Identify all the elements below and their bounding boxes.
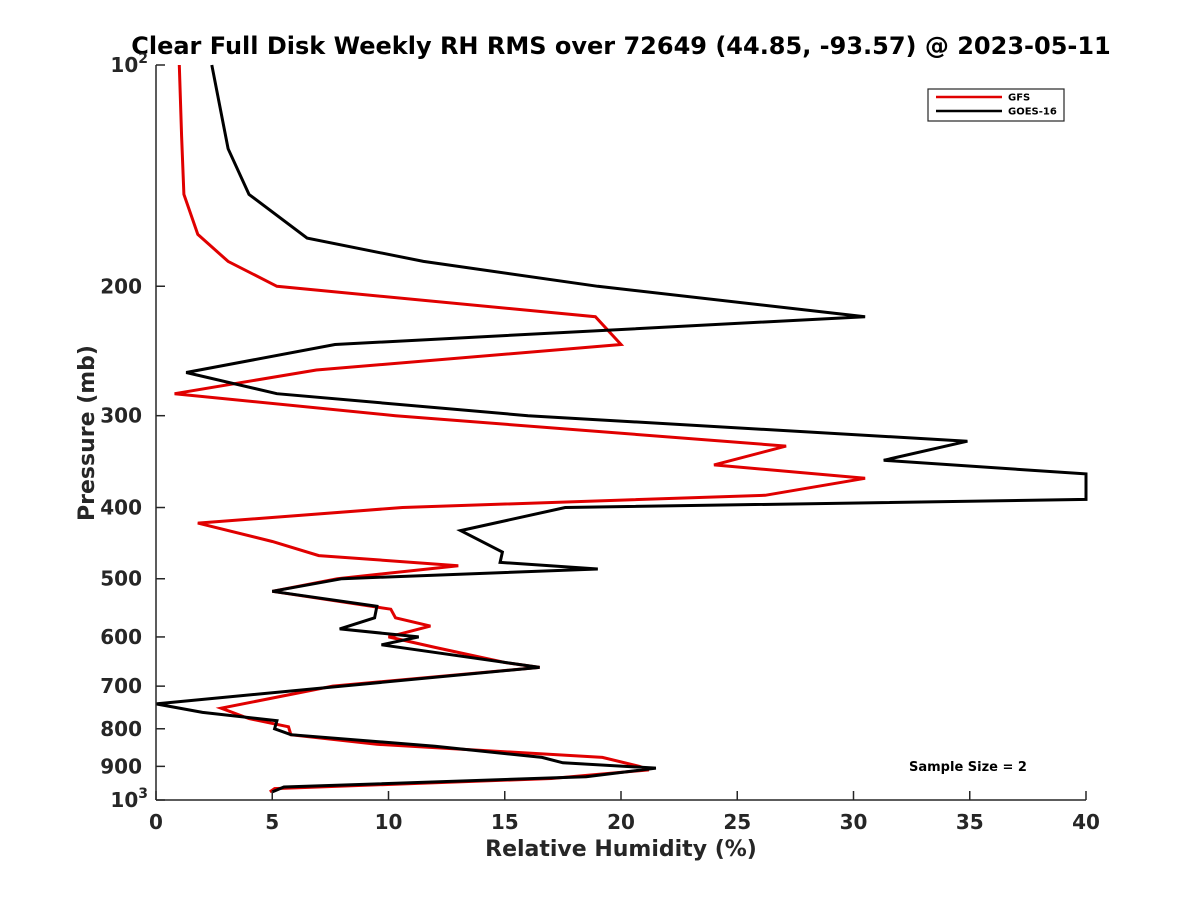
- y-tick-label: 500: [100, 567, 142, 591]
- legend: GFS GOES-16: [927, 88, 1065, 122]
- y-tick-base: 10: [110, 53, 138, 77]
- x-tick-label: 20: [607, 810, 635, 834]
- x-tick-label: 25: [723, 810, 751, 834]
- legend-box: [927, 88, 1065, 122]
- y-tick-base: 10: [110, 788, 138, 812]
- y-tick-exponent: 3: [138, 786, 148, 802]
- x-tick-label: 10: [375, 810, 403, 834]
- x-tick-label: 40: [1072, 810, 1100, 834]
- y-tick-label: 800: [100, 717, 142, 741]
- x-tick-label: 30: [840, 810, 868, 834]
- y-tick-label: 300: [100, 404, 142, 428]
- y-tick-label: 102: [110, 51, 148, 77]
- x-tick-label: 35: [956, 810, 984, 834]
- y-tick-label: 200: [100, 274, 142, 298]
- legend-label: GOES-16: [1008, 107, 1057, 118]
- y-tick-label: 103: [110, 786, 148, 812]
- y-tick-label: 400: [100, 496, 142, 520]
- x-tick-label: 0: [149, 810, 163, 834]
- x-axis-title: Relative Humidity (%): [485, 837, 757, 862]
- series-layer: [155, 64, 1088, 794]
- x-tick-label: 15: [491, 810, 519, 834]
- legend-label: GFS: [1008, 93, 1030, 104]
- y-tick-exponent: 2: [138, 51, 148, 67]
- sample-size-annotation: Sample Size = 2: [909, 760, 1027, 775]
- x-tick-label: 5: [265, 810, 279, 834]
- chart-title: Clear Full Disk Weekly RH RMS over 72649…: [131, 32, 1111, 60]
- y-axis-title: Pressure (mb): [75, 345, 100, 521]
- series-line-goes-16: [155, 64, 1088, 794]
- x-axis: 0 5 10 15 20 25 30 35 40: [149, 791, 1100, 834]
- y-tick-label: 700: [100, 674, 142, 698]
- y-tick-label: 900: [100, 754, 142, 778]
- y-tick-label: 600: [100, 625, 142, 649]
